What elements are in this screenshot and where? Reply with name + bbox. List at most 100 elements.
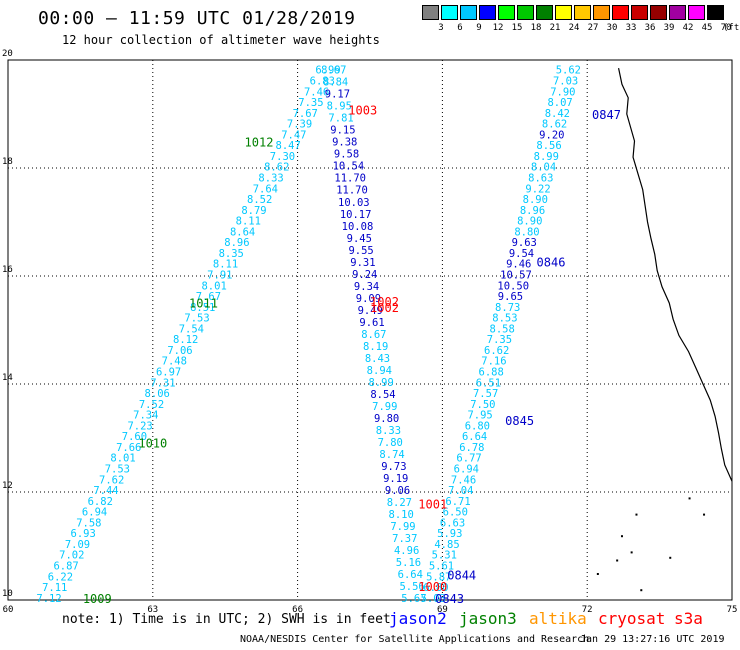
wave-height-value: 7.53 xyxy=(105,464,130,476)
wave-height-value: 9.17 xyxy=(325,89,350,101)
wave-height-value: 6.71 xyxy=(445,496,470,508)
wave-height-value: 7.46 xyxy=(451,474,476,486)
wave-height-value: 5.16 xyxy=(396,557,421,569)
wave-height-value: 9.54 xyxy=(509,248,534,260)
wave-height-value: 7.35 xyxy=(298,97,323,109)
wave-height-value: 7.09 xyxy=(65,539,90,551)
wave-height-value: 8.64 xyxy=(230,226,255,238)
colorbar-label: 6 xyxy=(457,23,463,33)
wave-height-value: 9.15 xyxy=(330,125,355,137)
colorbar-swatch xyxy=(669,5,686,20)
colorbar-swatch xyxy=(498,5,515,20)
wave-height-value: 7.58 xyxy=(76,517,101,529)
wave-height-value: 7.47 xyxy=(281,129,306,141)
wave-height-value: 8.10 xyxy=(389,509,414,521)
wave-height-value: 7.46 xyxy=(304,86,329,98)
pass-time-label: 0847 xyxy=(592,108,621,122)
colorbar-label: 12 xyxy=(492,23,504,33)
wave-height-value: 8.12 xyxy=(173,334,198,346)
colorbar-label: 45 xyxy=(701,23,713,33)
wave-height-value: 8.42 xyxy=(545,108,570,120)
wave-height-value: 6.50 xyxy=(443,507,468,519)
wave-height-value: 8.27 xyxy=(387,497,412,509)
wave-height-value: 6.97 xyxy=(156,367,181,379)
wave-height-value: 7.02 xyxy=(59,550,84,562)
colorbar-swatch xyxy=(688,5,705,20)
wave-height-value: 11.70 xyxy=(336,185,368,197)
wave-height-value: 8.74 xyxy=(379,449,404,461)
wave-height-value: 7.54 xyxy=(179,323,204,335)
island-marker xyxy=(596,573,599,575)
colorbar-label: 36 xyxy=(644,23,656,33)
wave-height-value: 7.91 xyxy=(207,270,232,282)
wave-height-value: 7.53 xyxy=(184,313,209,325)
island-marker xyxy=(620,535,623,538)
wave-height-value: 8.33 xyxy=(258,172,283,184)
wave-height-value: 7.81 xyxy=(328,113,353,125)
wave-height-value: 5.67 xyxy=(401,593,426,605)
colorbar-label: 21 xyxy=(549,23,561,33)
wave-height-value: 7.37 xyxy=(392,533,417,545)
wave-height-value: 4.96 xyxy=(394,545,419,557)
pass-time-label: 1000 xyxy=(418,580,447,594)
wave-height-value: 8.51 xyxy=(190,302,215,314)
wave-height-value: 9.38 xyxy=(332,137,357,149)
wave-height-value: 5.56 xyxy=(399,581,424,593)
colorbar-swatch xyxy=(650,5,667,20)
latitude-tick-label: 18 xyxy=(2,157,13,167)
wave-height-value: 10.54 xyxy=(333,161,365,173)
wave-height-value: 8.73 xyxy=(495,302,520,314)
island-marker xyxy=(616,559,619,562)
pass-time-label: 0846 xyxy=(537,255,566,269)
satellite-legend-cryosat: cryosat xyxy=(598,609,666,628)
colorbar-label: 3 xyxy=(438,23,444,33)
wave-height-value: 7.39 xyxy=(287,119,312,131)
wave-height-value: 5.03 xyxy=(421,593,446,605)
wave-height-value: 6.88 xyxy=(479,367,504,379)
latitude-tick-label: 10 xyxy=(2,589,13,599)
map-title: 00:00 — 11:59 UTC 01/28/2019 xyxy=(38,8,356,29)
wave-height-value: 10.57 xyxy=(500,270,532,282)
wave-height-value: 8.84 xyxy=(323,77,348,89)
wave-height-value: 8.33 xyxy=(376,425,401,437)
wave-height-value: 4.85 xyxy=(434,539,459,551)
latitude-tick-label: 12 xyxy=(2,481,13,491)
coastline xyxy=(617,67,733,482)
map-frame xyxy=(7,59,733,601)
wave-height-value: 7.04 xyxy=(448,485,473,497)
wave-height-value: 7.30 xyxy=(270,151,295,163)
wave-height-value: 8.90 xyxy=(517,216,542,228)
colorbar-label: 9 xyxy=(476,23,482,33)
wave-height-value: 8.67 xyxy=(321,65,346,77)
wave-height-value: 7.11 xyxy=(42,582,67,594)
wave-height-value: 5.93 xyxy=(437,528,462,540)
island-marker xyxy=(703,513,706,516)
island-marker xyxy=(630,551,633,554)
pass-time-label: 1011 xyxy=(189,296,218,310)
colorbar-swatch xyxy=(517,5,534,20)
wave-height-value: 10.50 xyxy=(497,280,529,292)
wave-height-value: 10.08 xyxy=(342,221,374,233)
wave-height-value: 5.61 xyxy=(429,561,454,573)
wave-height-value: 8.94 xyxy=(367,365,392,377)
wave-height-value: 9.73 xyxy=(381,461,406,473)
wave-height-value: 9.61 xyxy=(359,317,384,329)
wave-height-value: 8.52 xyxy=(247,194,272,206)
colorbar-label: 42 xyxy=(682,23,694,33)
wave-height-value: 9.19 xyxy=(383,473,408,485)
wave-height-value: 10.03 xyxy=(338,197,370,209)
colorbar-label: (ft) xyxy=(723,23,740,33)
wave-height-value: 9.55 xyxy=(348,245,373,257)
wave-height-value: 7.12 xyxy=(36,593,61,605)
colorbar-swatch xyxy=(479,5,496,20)
wave-height-value: 7.23 xyxy=(127,420,152,432)
pass-time-label: 1003 xyxy=(348,104,377,118)
longitude-tick-label: 69 xyxy=(437,605,448,615)
wave-height-value: 8.11 xyxy=(213,259,238,271)
wave-height-value: 7.95 xyxy=(467,410,492,422)
wave-height-value: 8.80 xyxy=(514,226,539,238)
wave-height-value: 7.99 xyxy=(390,521,415,533)
wave-height-value: 9.31 xyxy=(350,257,375,269)
wave-height-value: 8.56 xyxy=(536,140,561,152)
